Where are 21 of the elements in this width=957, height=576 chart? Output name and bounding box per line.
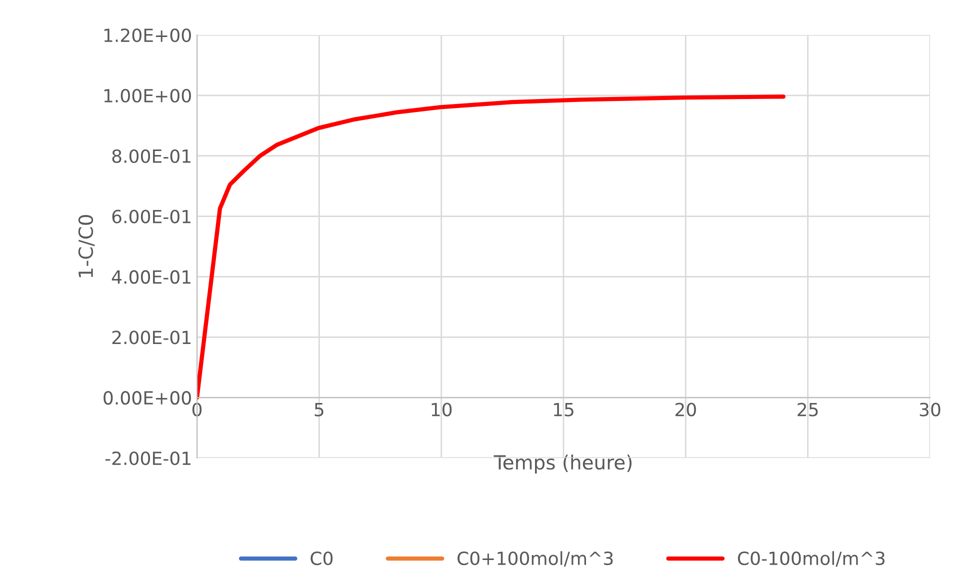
x-tick-label: 30 [920, 402, 940, 416]
legend-label: C0 [310, 551, 333, 566]
legend-label: C0-100mol/m^3 [738, 551, 885, 567]
line-series [197, 94, 786, 400]
y-tick-label: -2.00E-01 [105, 451, 190, 466]
y-tick-label: 8.00E-01 [112, 149, 190, 163]
x-tick-label: 15 [554, 402, 574, 416]
x-tick-label: 20 [676, 402, 696, 416]
y-axis-title: 1-C/C0 [78, 215, 95, 278]
y-tick-label: 4.00E-01 [112, 270, 190, 284]
legend-label: C0+100mol/m^3 [458, 551, 613, 567]
x-tick-label: 25 [798, 402, 818, 416]
y-tick-label: 6.00E-01 [112, 210, 190, 224]
x-tick-label: 0 [192, 402, 202, 416]
y-tick-label: 1.00E+00 [104, 88, 191, 103]
y-tick-label: 1.20E+00 [104, 28, 191, 42]
x-axis-title: Temps (heure) [494, 454, 632, 474]
x-tick-label: 10 [432, 402, 452, 416]
y-tick-label: 2.00E-01 [112, 330, 190, 344]
x-tick-label: 5 [314, 402, 324, 416]
y-tick-label: 0.00E+00 [104, 391, 191, 405]
